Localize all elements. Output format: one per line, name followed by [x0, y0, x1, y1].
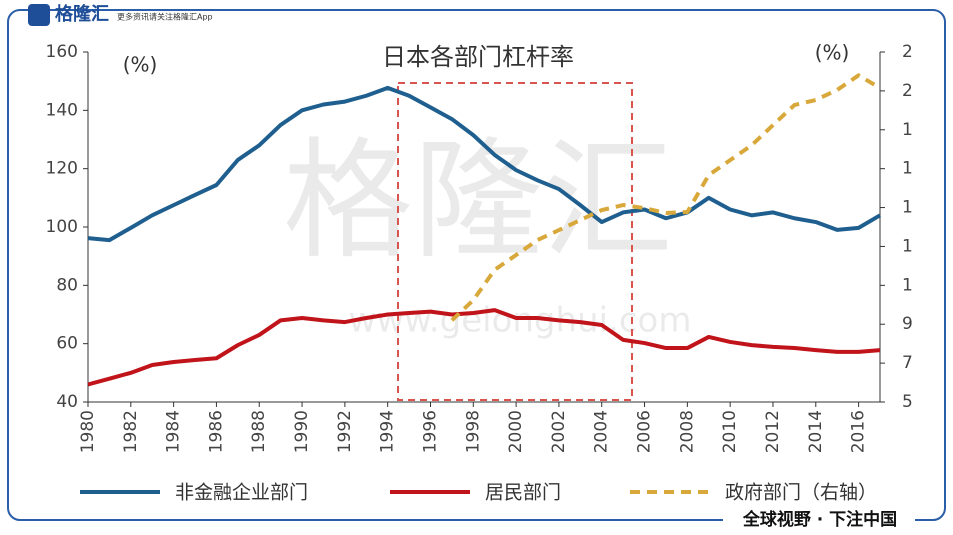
- x-tick-label: 1994: [378, 410, 398, 453]
- footer-bg: [723, 508, 915, 532]
- x-tick-label: 2002: [549, 410, 569, 453]
- y2-tick-label: 1: [902, 275, 913, 295]
- x-tick-label: 1988: [249, 410, 269, 453]
- y2-tick-label: 1: [902, 236, 913, 256]
- x-tick-label: 1982: [121, 410, 141, 453]
- y2-tick-label: 2: [902, 42, 913, 62]
- legend-label: 政府部门（右轴）: [725, 482, 877, 504]
- x-tick-label: 1996: [420, 410, 440, 453]
- chart-title: 日本各部门杠杆率: [382, 43, 574, 71]
- y2-tick-label: 7: [902, 353, 913, 373]
- x-tick-label: 1984: [164, 410, 184, 453]
- y2-tick-label: 1: [902, 120, 913, 140]
- watermark-url: www.gelonghui.com: [349, 301, 692, 341]
- y-tick-label: 40: [56, 392, 78, 412]
- y2-axis-label: (%): [815, 41, 850, 65]
- y2-tick-label: 5: [902, 392, 913, 412]
- x-tick-label: 2014: [806, 410, 826, 453]
- y-tick-label: 160: [46, 42, 78, 62]
- line-series: [87, 85, 882, 243]
- y-tick-label: 140: [46, 100, 78, 120]
- y-tick-label: 120: [46, 159, 78, 179]
- x-tick-label: 2000: [506, 410, 526, 453]
- x-tick-label: 1992: [335, 410, 355, 453]
- line-series: [87, 308, 881, 387]
- y-tick-label: 80: [56, 275, 78, 295]
- x-tick-label: 2006: [635, 410, 655, 453]
- y-axis-label: (%): [123, 53, 158, 77]
- legend-label: 居民部门: [485, 482, 561, 504]
- x-tick-label: 2010: [720, 410, 740, 453]
- watermark: 格隆汇: [283, 125, 673, 277]
- frame: [7, 9, 946, 521]
- x-tick-label: 2004: [592, 410, 612, 453]
- y-tick-label: 100: [46, 217, 78, 237]
- x-tick-label: 2012: [763, 410, 783, 453]
- x-tick-label: 2008: [677, 410, 697, 453]
- y2-tick-label: 9: [902, 314, 913, 334]
- y2-tick-label: 1: [902, 198, 913, 218]
- y-tick-label: 60: [56, 334, 78, 354]
- y2-tick-label: 2: [902, 81, 913, 101]
- logo: 格隆汇: [55, 3, 109, 25]
- x-tick-label: 1986: [206, 410, 226, 453]
- line-series: [450, 73, 882, 322]
- x-tick-label: 1990: [292, 410, 312, 453]
- y2-tick-label: 1: [902, 159, 913, 179]
- legend-label: 非金融企业部门: [175, 482, 308, 504]
- x-tick-label: 2016: [849, 410, 869, 453]
- logo-icon: [28, 4, 50, 26]
- slogan: 更多资讯请关注格隆汇App: [117, 12, 213, 22]
- x-tick-label: 1998: [463, 410, 483, 453]
- footer: 全球视野 · 下注中国: [742, 509, 897, 530]
- x-tick-label: 1980: [78, 410, 98, 453]
